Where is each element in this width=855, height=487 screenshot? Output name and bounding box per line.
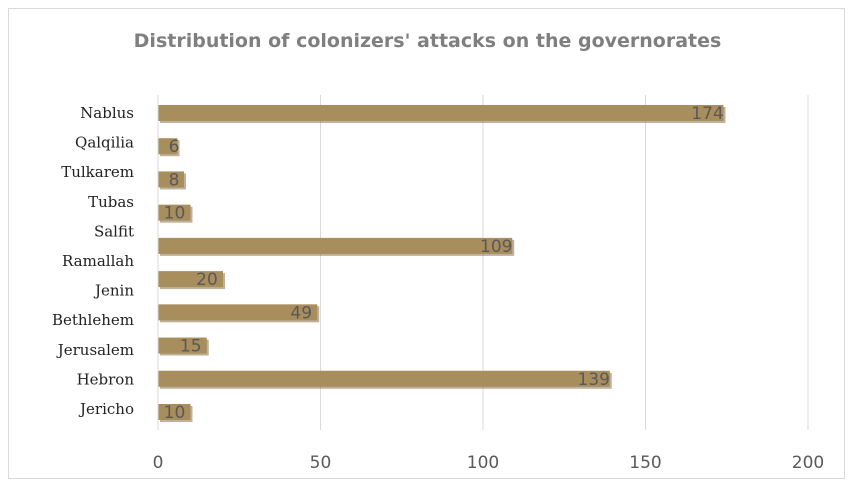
bar	[158, 304, 318, 321]
category-label: Ramallah	[62, 252, 134, 270]
x-tick-label: 0	[153, 453, 164, 473]
category-label: Jenin	[93, 282, 134, 300]
data-label: 6	[169, 137, 180, 157]
category-label: Tubas	[88, 193, 134, 211]
bar	[158, 271, 223, 288]
category-label: Salfit	[94, 222, 134, 240]
x-tick-label: 100	[467, 453, 499, 473]
data-label: 174	[691, 104, 723, 124]
bar	[158, 138, 178, 155]
category-label: Qalqilia	[75, 134, 134, 152]
bar	[158, 370, 610, 387]
data-label: 10	[164, 204, 186, 224]
category-label: Bethlehem	[52, 311, 134, 329]
data-label: 109	[480, 237, 512, 257]
data-label: 15	[180, 337, 202, 357]
data-label: 49	[290, 303, 312, 323]
x-tick-label: 50	[310, 453, 332, 473]
data-label: 8	[169, 170, 180, 190]
bar	[158, 404, 191, 420]
bar	[158, 171, 184, 188]
bar	[158, 105, 724, 121]
data-label: 139	[578, 370, 610, 390]
x-tick-label: 200	[792, 453, 824, 473]
bar	[158, 204, 191, 221]
data-label: 20	[196, 270, 218, 290]
category-label: Hebron	[77, 370, 135, 388]
bar	[158, 237, 513, 254]
category-label: Tulkarem	[61, 163, 134, 181]
category-label: Jericho	[78, 400, 134, 418]
x-tick-label: 150	[629, 453, 661, 473]
data-label: 10	[164, 403, 186, 423]
bar	[158, 337, 207, 354]
chart-title: Distribution of colonizers' attacks on t…	[133, 30, 722, 52]
category-label: Jerusalem	[56, 341, 134, 359]
category-label: Nablus	[80, 104, 134, 122]
